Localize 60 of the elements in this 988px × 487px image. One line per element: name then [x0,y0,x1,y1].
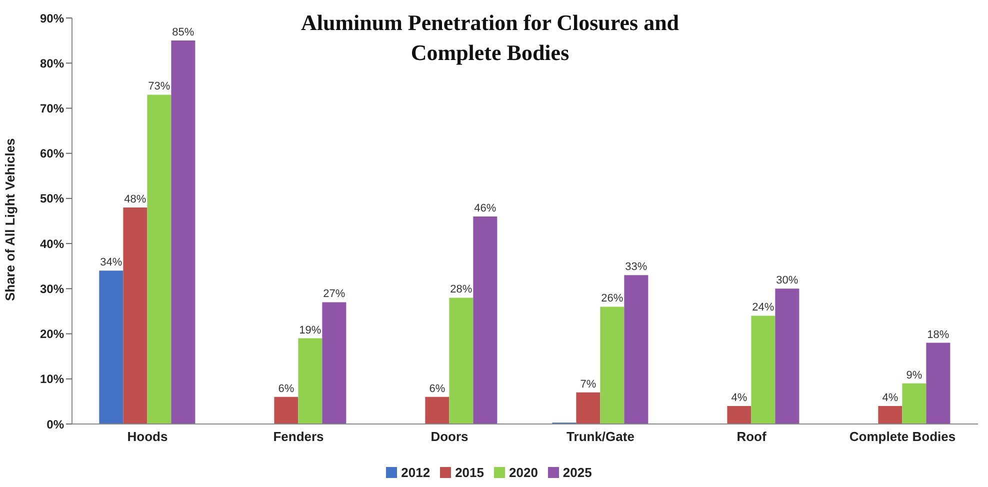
data-label: 85% [172,26,194,39]
bar [473,216,498,424]
bar [425,396,450,424]
bar [449,298,474,424]
data-label: 48% [124,193,146,206]
bar [878,406,902,424]
bar [274,396,298,424]
data-label: 33% [625,261,648,274]
bar [171,40,196,424]
x-tick-label: Doors [430,429,468,444]
bar [322,302,346,424]
data-label: 6% [278,382,294,395]
y-tick-label: 90% [40,11,64,26]
bar [727,406,752,424]
x-tick-label: Roof [736,429,767,444]
data-label: 4% [731,392,748,404]
legend-label: 2020 [509,465,538,480]
data-label: 4% [882,392,898,404]
y-tick-label: 70% [40,101,64,116]
y-tick-label: 30% [40,282,64,296]
y-tick-label: 80% [40,56,64,70]
x-tick-label: Hoods [127,429,168,444]
data-label: 24% [752,302,774,314]
bar [600,306,624,424]
data-label: 28% [450,284,472,296]
x-tick-label: Trunk/Gate [566,429,634,444]
bar [751,316,776,424]
y-tick-label: 40% [40,236,64,251]
data-label: 7% [580,378,596,390]
data-label: 26% [601,292,624,305]
legend-label: 2012 [401,465,430,480]
data-label: 30% [776,274,798,287]
data-label: 73% [148,80,170,93]
bar [123,207,148,424]
chart-title: Aluminum Penetration for Closures and Complete Bodies [300,9,680,67]
x-tick-label: Complete Bodies [849,429,956,444]
bar [926,342,950,424]
legend-label: 2025 [562,465,592,480]
bar [298,338,322,424]
bar [902,383,926,424]
data-label: 6% [429,382,446,395]
data-label: 46% [474,202,496,214]
x-tick-label: Fenders [273,429,324,444]
data-label: 18% [927,328,950,341]
legend-label: 2015 [455,465,484,480]
y-tick-label: 0% [46,417,64,432]
bar [147,94,172,424]
bar [576,392,600,424]
data-label: 27% [323,288,346,300]
bar [624,275,648,424]
data-label: 9% [906,369,922,382]
y-tick-label: 50% [40,192,64,206]
bar [775,288,800,424]
y-tick-label: 20% [40,327,64,342]
data-label: 34% [100,256,122,269]
y-axis-title: Share of All Light Vehicles [2,138,18,301]
y-tick-label: 60% [40,146,64,161]
bar [99,270,124,424]
y-tick-label: 10% [40,372,64,386]
data-label: 19% [299,324,322,336]
